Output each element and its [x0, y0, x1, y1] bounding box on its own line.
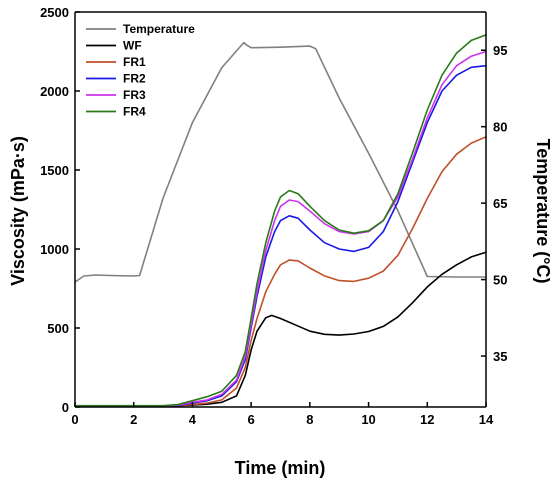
y-tick-label: 2000: [40, 84, 69, 99]
y-tick-label: 0: [62, 400, 69, 415]
series-layer: [74, 34, 487, 408]
series-line-fr4: [74, 34, 487, 407]
y-axis-title: Viscosity (mPa·s): [8, 136, 28, 286]
x-tick-label: 12: [420, 412, 434, 427]
x-tick-label: 10: [361, 412, 375, 427]
axes-layer: 0 2 4 6 8 10 12 14 0 500 1000 1500 2000 2500 35 50 65 80 9…: [40, 5, 507, 427]
y-tick-label: 1500: [40, 163, 69, 178]
legend-label-fr3: FR3: [123, 88, 146, 102]
y-tick-label: 1000: [40, 242, 69, 257]
y2-tick-label: 95: [493, 43, 507, 58]
x-tick-label: 2: [130, 412, 137, 427]
series-line-fr3: [74, 50, 487, 408]
y-tick-label: 500: [47, 321, 69, 336]
x-tick-label: 4: [189, 412, 197, 427]
legend: Temperature WF FR1 FR2 FR3 FR4: [86, 22, 195, 119]
x-axis-title: Time (min): [235, 458, 326, 478]
y2-tick-label: 50: [493, 273, 507, 288]
legend-label-fr2: FR2: [123, 72, 146, 86]
x-tick-label: 0: [71, 412, 78, 427]
x-tick-label: 8: [306, 412, 313, 427]
series-line-temperature: [74, 41, 487, 283]
y2-tick-label: 80: [493, 120, 507, 135]
legend-label-wf: WF: [123, 39, 142, 53]
series-line-fr1: [74, 136, 487, 408]
y2-tick-label: 65: [493, 196, 507, 211]
legend-label-fr1: FR1: [123, 55, 146, 69]
y2-axis-title: Temperature (°C): [533, 139, 550, 284]
legend-label-temperature: Temperature: [123, 22, 195, 36]
y-tick-label: 2500: [40, 5, 69, 20]
x-tick-label: 6: [248, 412, 255, 427]
legend-label-fr4: FR4: [123, 105, 146, 119]
y2-tick-label: 35: [493, 349, 507, 364]
x-tick-label: 14: [479, 412, 494, 427]
